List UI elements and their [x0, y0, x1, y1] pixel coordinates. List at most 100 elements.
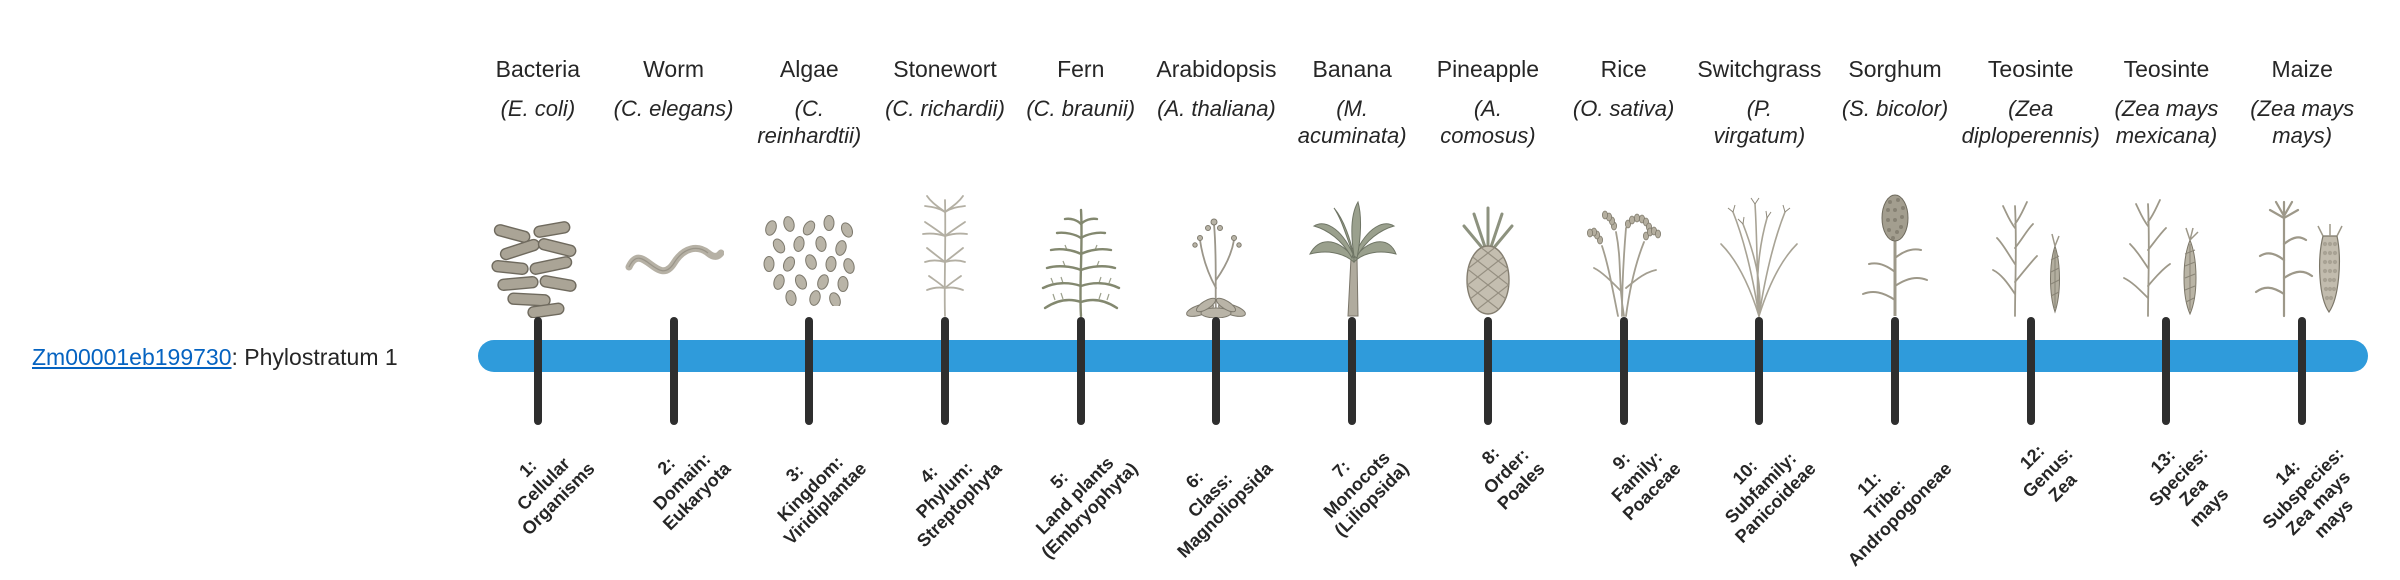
stratum-column-7: Banana (M. acuminata) 7: Mono	[1284, 0, 1420, 580]
organism-header: Rice (O. sativa)	[1534, 56, 1714, 122]
organism-name: Switchgrass	[1697, 56, 1822, 82]
timeline-tick	[941, 317, 950, 425]
organism-scientific-name: (Zea mays mays)	[2250, 95, 2355, 149]
organism-header: Sorghum (S. bicolor)	[1805, 56, 1985, 122]
organism-name: Fern	[1057, 56, 1105, 82]
timeline-tick	[669, 317, 678, 425]
timeline-tick	[805, 317, 814, 425]
timeline-tick	[2026, 317, 2035, 425]
stratum-column-11: Sorghum (S. bicolor)	[1827, 0, 1963, 580]
organism-name: Teosinte	[2123, 56, 2210, 82]
fern-icon	[1003, 180, 1159, 318]
stratum-label: 14: Subspecies: Zea mays mays	[2258, 443, 2357, 542]
pineapple-icon	[1410, 180, 1566, 318]
timeline-tick	[2298, 317, 2307, 425]
organism-scientific-name: (C. reinhardtii)	[757, 95, 862, 149]
stratum-label: 2: Domain: Eukaryota	[648, 448, 735, 535]
teosinte-diploperennis-icon	[1953, 180, 2109, 318]
timeline-tick	[1076, 317, 1085, 425]
timeline-bar	[478, 340, 2368, 372]
timeline-tick	[1619, 317, 1628, 425]
stratum-label: 4: Phylum: Streptophyta	[911, 457, 1006, 552]
organism-name: Rice	[1600, 56, 1647, 82]
organism-name: Maize	[2271, 56, 2333, 82]
bacteria-icon	[460, 180, 616, 318]
organism-name: Bacteria	[495, 56, 581, 82]
organism-header: Pineapple (A. comosus)	[1398, 56, 1578, 150]
timeline-tick	[1212, 317, 1221, 425]
organism-scientific-name: (C. braunii)	[1026, 95, 1136, 121]
stratum-label: 5: Land plants (Embryophyta)	[1031, 452, 1142, 563]
stratum-column-3: Algae (C. reinhardtii)	[741, 0, 877, 580]
stratum-column-10: Switchgrass (P. virgatum)	[1691, 0, 1827, 580]
switchgrass-icon	[1681, 180, 1837, 318]
timeline-tick	[1348, 317, 1357, 425]
organism-header: Banana (M. acuminata)	[1262, 56, 1442, 150]
arabidopsis-icon	[1139, 180, 1295, 318]
organism-scientific-name: (S. bicolor)	[1841, 95, 1949, 121]
organism-header: Fern (C. braunii)	[991, 56, 1171, 122]
organism-name: Worm	[643, 56, 705, 82]
stratum-column-6: Arabidopsis (A. thaliana)	[1149, 0, 1285, 580]
gene-label: Zm00001eb199730: Phylostratum 1	[32, 341, 398, 373]
organism-scientific-name: (A. thaliana)	[1157, 95, 1276, 121]
stratum-label: 12: Genus: Zea	[2015, 440, 2081, 506]
stratum-column-14: Maize (Zea mays mays)	[2234, 0, 2370, 580]
stratum-column-2: Worm (C. elegans) 2: Domain: Eukaryota	[606, 0, 742, 580]
gene-link[interactable]: Zm00001eb199730	[32, 344, 232, 370]
organism-name: Algae	[779, 56, 839, 82]
organism-header: Teosinte (Zea diploperennis)	[1941, 56, 2121, 150]
stratum-label: 3: Kingdom: Viridiplantae	[772, 451, 870, 549]
organism-name: Teosinte	[1987, 56, 2074, 82]
organism-header: Maize (Zea mays mays)	[2212, 56, 2392, 150]
organism-scientific-name: (A. comosus)	[1440, 95, 1536, 149]
organism-header: Bacteria (E. coli)	[448, 56, 628, 122]
organism-scientific-name: (M. acuminata)	[1297, 95, 1407, 149]
organism-header: Worm (C. elegans)	[584, 56, 764, 122]
organism-scientific-name: (Zea diploperennis)	[1961, 95, 2100, 149]
banana-icon	[1274, 180, 1430, 318]
timeline-tick	[1755, 317, 1764, 425]
organism-name: Sorghum	[1848, 56, 1942, 82]
stratum-column-5: Fern (C. braunii)	[1013, 0, 1149, 580]
organism-scientific-name: (E. coli)	[500, 95, 576, 121]
organism-header: Switchgrass (P. virgatum)	[1669, 56, 1849, 150]
organism-scientific-name: (C. elegans)	[613, 95, 734, 121]
stratum-column-9: Rice (O. sativa)	[1556, 0, 1692, 580]
organism-scientific-name: (P. virgatum)	[1713, 95, 1806, 149]
strata-columns: Bacteria (E. coli)	[470, 0, 2370, 580]
rice-icon	[1546, 180, 1702, 318]
maize-icon	[2224, 180, 2380, 318]
gene-label-suffix: : Phylostratum 1	[231, 344, 398, 370]
stratum-label: 6: Class: Magnoliopsida	[1173, 458, 1278, 562]
teosinte-mexicana-icon	[2089, 180, 2245, 318]
stratum-column-8: Pineapple (A. comosus)	[1420, 0, 1556, 580]
organism-header: Stonewort (C. richardii)	[855, 56, 1035, 122]
stratum-label: 11: Tribe: Andropogoneae	[1844, 458, 1956, 571]
organism-header: Arabidopsis (A. thaliana)	[1127, 56, 1307, 122]
organism-name: Pineapple	[1436, 56, 1540, 82]
timeline-tick	[1891, 317, 1900, 425]
organism-name: Arabidopsis	[1156, 56, 1277, 82]
stratum-column-1: Bacteria (E. coli)	[470, 0, 606, 580]
sorghum-icon	[1817, 180, 1973, 318]
timeline-tick	[1483, 317, 1492, 425]
stonewort-icon	[867, 180, 1023, 318]
stratum-label: 1: Cellular Organisms	[512, 453, 599, 540]
stratum-label: 7: Monocots (Liliopsida)	[1319, 447, 1413, 541]
stratum-label: 13: Species: Zea mays	[2145, 443, 2233, 531]
timeline-tick	[533, 317, 542, 425]
organism-scientific-name: (C. richardii)	[885, 95, 1005, 121]
organism-header: Algae (C. reinhardtii)	[719, 56, 899, 150]
worm-icon	[596, 180, 752, 318]
stratum-column-12: Teosinte (Zea diploperennis)	[1962, 0, 2100, 580]
stratum-label: 10: Subfamily: Panicoideae	[1720, 447, 1821, 547]
stratum-column-4: Stonewort (C. richardii)	[877, 0, 1013, 580]
stratum-label: 8: Order: Poales	[1477, 442, 1549, 514]
algae-icon	[731, 180, 887, 318]
stratum-column-13: Teosinte (Zea mays mexicana)	[2099, 0, 2235, 580]
organism-scientific-name: (O. sativa)	[1572, 95, 1675, 121]
organism-name: Banana	[1312, 56, 1392, 82]
organism-header: Teosinte (Zea mays mexicana)	[2077, 56, 2257, 150]
